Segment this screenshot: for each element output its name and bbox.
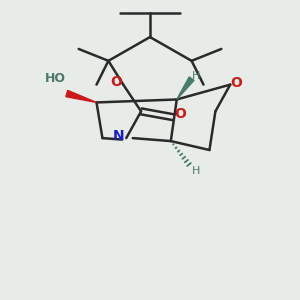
Text: O: O [230,76,242,90]
Text: O: O [174,107,186,121]
Text: O: O [110,75,122,89]
Polygon shape [177,77,194,100]
Text: H: H [192,71,200,81]
Text: H: H [192,166,200,176]
Text: N: N [113,129,124,143]
Text: HO: HO [44,72,65,85]
Polygon shape [66,90,97,102]
